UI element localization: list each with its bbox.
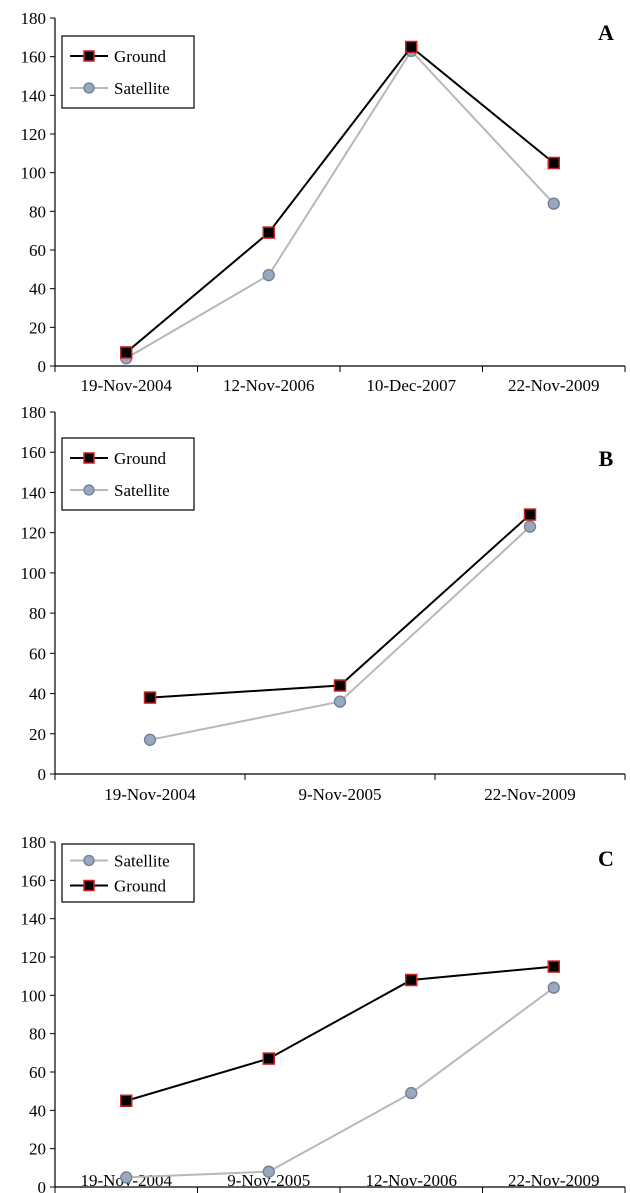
chart-a-x-tick-label: 10-Dec-2007 (366, 376, 456, 395)
chart-a-y-tick-label: 100 (21, 164, 47, 183)
chart-b-y-tick-label: 60 (29, 644, 46, 663)
chart-a-line-satellite (125, 49, 555, 360)
chart-a-y-tick-label: 60 (29, 241, 46, 260)
chart-b-y-tick-label: 100 (21, 564, 47, 583)
chart-c-y-tick-label: 0 (38, 1178, 47, 1193)
chart-b-point-ground (523, 508, 537, 521)
chart-c-y-tick-label: 100 (21, 986, 47, 1005)
chart-b-point-satellite (143, 733, 157, 746)
chart-c-svg: 02040608010012014016018019-Nov-20049-Nov… (21, 833, 626, 1193)
chart-a-y-tick-label: 140 (21, 86, 47, 105)
chart-c-legend-label-ground: Ground (114, 877, 166, 896)
chart-a-line-ground (125, 45, 555, 354)
chart-a-panel-letter: A (598, 20, 614, 45)
chart-a-legend-marker-satellite (83, 82, 95, 94)
chart-c-point-satellite (120, 1171, 133, 1184)
chart-a-point-ground (547, 156, 560, 170)
chart-b-line-satellite (149, 525, 531, 741)
chart-b-point-ground (143, 691, 157, 704)
chart-c-y-tick-label: 140 (21, 910, 47, 929)
chart-b-y-tick-label: 80 (29, 604, 46, 623)
chart-b-svg: 0 20 40 60 80 100 120 140 160 180 19-Nov-2004 9-Nov… (21, 403, 626, 804)
chart-b-point-ground (333, 679, 347, 692)
chart-c-y-tick-label: 80 (29, 1025, 46, 1044)
chart-a-x-tick-label: 12-Nov-2006 (223, 376, 315, 395)
chart-a-legend-marker-ground (83, 50, 95, 62)
chart-c-y-tick-label: 20 (29, 1140, 46, 1159)
chart-c-y-tick-label: 60 (29, 1063, 46, 1082)
chart-b-legend-box (61, 437, 195, 511)
chart-c-x-tick-label: 9-Nov-2005 (227, 1171, 310, 1190)
chart-c-legend-marker-ground (83, 879, 95, 892)
chart-panel-b: 0 20 40 60 80 100 120 140 160 180 19-Nov-2004 9-Nov… (0, 400, 630, 810)
chart-a-svg: 0 20 40 60 80 100 120 140 160 180 19-Nov-2004 12-No… (21, 9, 626, 395)
chart-c-legend-label-satellite: Satellite (114, 852, 170, 871)
chart-b-y-tick-label: 0 (38, 765, 47, 784)
chart-a-y-tick-label: 160 (21, 48, 47, 67)
chart-b-legend-marker-ground (83, 452, 95, 464)
chart-c-point-satellite (405, 1086, 418, 1100)
chart-c-x-tick-label: 12-Nov-2006 (365, 1171, 457, 1190)
chart-a-x-tick-label: 22-Nov-2009 (508, 376, 600, 395)
chart-b-x-tick-label: 9-Nov-2005 (298, 785, 381, 804)
chart-a-y-tick-label: 180 (21, 9, 47, 28)
chart-c-y-tick-label: 180 (21, 833, 47, 852)
chart-a-x-tick-label: 19-Nov-2004 (80, 376, 172, 395)
chart-c-x-tick-label: 22-Nov-2009 (508, 1171, 600, 1190)
chart-a-y-tick-label: 80 (29, 202, 46, 221)
chart-a-y-tick-label: 120 (21, 125, 47, 144)
chart-panel-a: 0 20 40 60 80 100 120 140 160 180 19-Nov-2004 12-No… (0, 0, 630, 400)
chart-b-legend-label-ground: Ground (114, 449, 166, 468)
chart-panel-c: 02040608010012014016018019-Nov-20049-Nov… (0, 810, 630, 1193)
chart-a-point-satellite (262, 268, 275, 282)
chart-c-point-ground (405, 973, 418, 987)
chart-a-point-ground (262, 226, 275, 239)
chart-c-point-ground (547, 960, 560, 973)
chart-b-panel-letter: B (599, 446, 614, 471)
chart-a-point-ground (405, 40, 418, 54)
chart-b-y-tick-label: 160 (21, 443, 47, 462)
chart-c-point-ground (262, 1052, 275, 1065)
chart-c-y-tick-label: 40 (29, 1101, 46, 1120)
chart-c-y-tick-label: 160 (21, 871, 47, 890)
chart-b-point-satellite (523, 520, 537, 533)
chart-a-y-tick-label: 40 (29, 280, 46, 299)
chart-b-line-ground (149, 513, 531, 699)
chart-c-point-ground (120, 1094, 133, 1107)
chart-b-y-tick-label: 40 (29, 685, 46, 704)
chart-c-point-satellite (262, 1165, 275, 1178)
chart-c-line-satellite (126, 986, 555, 1179)
chart-b-x-tick-label: 22-Nov-2009 (484, 785, 576, 804)
chart-b-point-satellite (333, 695, 347, 708)
chart-b-y-tick-label: 20 (29, 725, 46, 744)
chart-b-legend-marker-satellite (83, 484, 95, 496)
chart-c-line-ground (125, 965, 554, 1102)
chart-a-legend-label-ground: Ground (114, 47, 166, 66)
chart-c-y-tick-label: 120 (21, 948, 47, 967)
chart-c-panel-letter: C (598, 846, 614, 871)
chart-c-point-satellite (547, 981, 560, 994)
chart-a-legend-label-satellite: Satellite (114, 79, 170, 98)
chart-c-legend-box (61, 843, 195, 903)
chart-b-legend-label-satellite: Satellite (114, 481, 170, 500)
chart-b-y-tick-label: 120 (21, 524, 47, 543)
chart-a-point-ground (120, 346, 133, 359)
chart-b-x-tick-label: 19-Nov-2004 (104, 785, 196, 804)
chart-a-y-tick-label: 20 (29, 318, 46, 337)
chart-a-y-tick-label: 0 (38, 357, 47, 376)
chart-c-legend-marker-satellite (83, 854, 95, 867)
chart-a-legend-box (61, 35, 195, 109)
chart-b-y-tick-label: 140 (21, 483, 47, 502)
chart-b-y-tick-label: 180 (21, 403, 47, 422)
chart-a-point-satellite (547, 197, 560, 210)
